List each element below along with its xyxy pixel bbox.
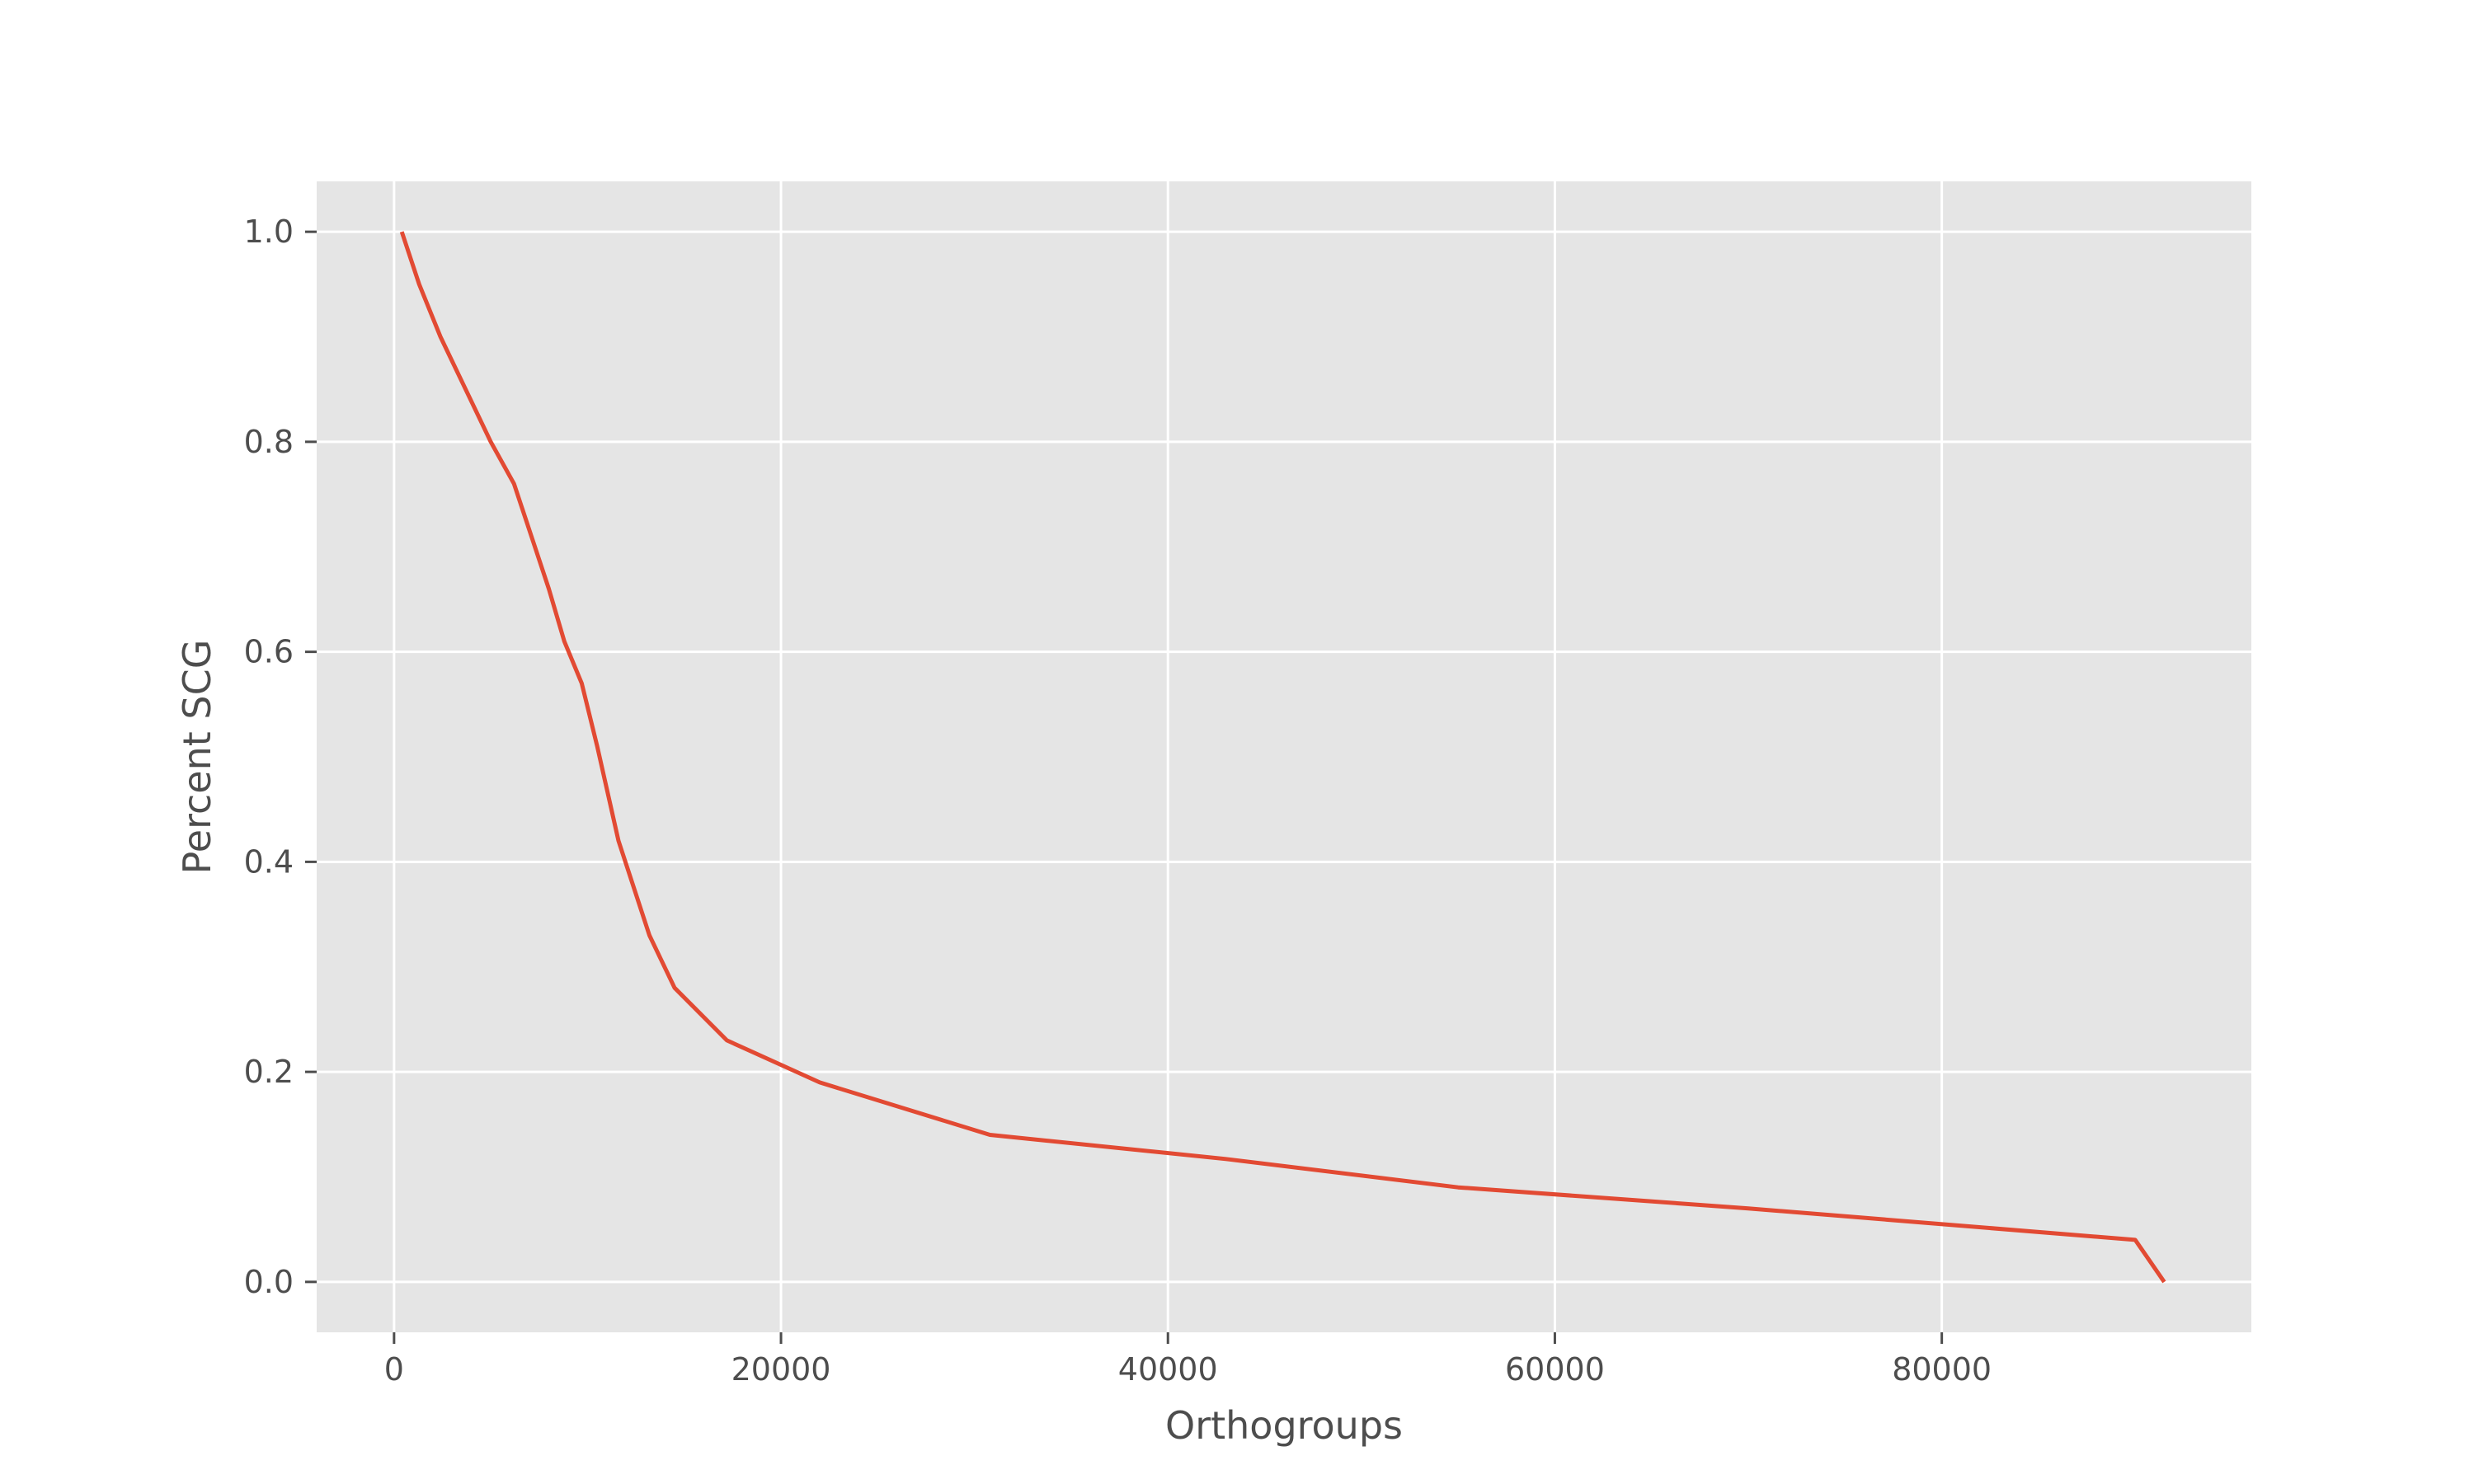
x-tick-label: 80000 xyxy=(1892,1351,1992,1388)
y-tick-label: 0.2 xyxy=(244,1054,294,1090)
y-tick-label: 0.6 xyxy=(244,634,294,670)
x-tick-label: 0 xyxy=(384,1351,404,1388)
x-tick-label: 40000 xyxy=(1118,1351,1218,1388)
x-axis-label: Orthogroups xyxy=(1165,1403,1403,1448)
y-tick-label: 0.8 xyxy=(244,424,294,460)
y-tick-label: 0.4 xyxy=(244,843,294,880)
y-tick-label: 1.0 xyxy=(244,214,294,250)
series-line-0 xyxy=(399,231,2166,1284)
plot-background xyxy=(317,181,2251,1332)
x-grid-lines xyxy=(393,181,1944,1332)
x-tick-label: 20000 xyxy=(731,1351,831,1388)
x-tick-label: 60000 xyxy=(1505,1351,1605,1388)
y-axis-label: Percent SCG xyxy=(175,640,219,875)
y-grid-lines xyxy=(317,230,2251,1284)
y-tick-label: 0.0 xyxy=(244,1264,294,1300)
y-axis-ticks: 0.0 0.2 0.4 0.6 0.8 1.0 xyxy=(244,214,317,1300)
series-group xyxy=(399,231,2166,1284)
x-axis-ticks: 0 20000 40000 60000 80000 xyxy=(384,1332,1992,1388)
